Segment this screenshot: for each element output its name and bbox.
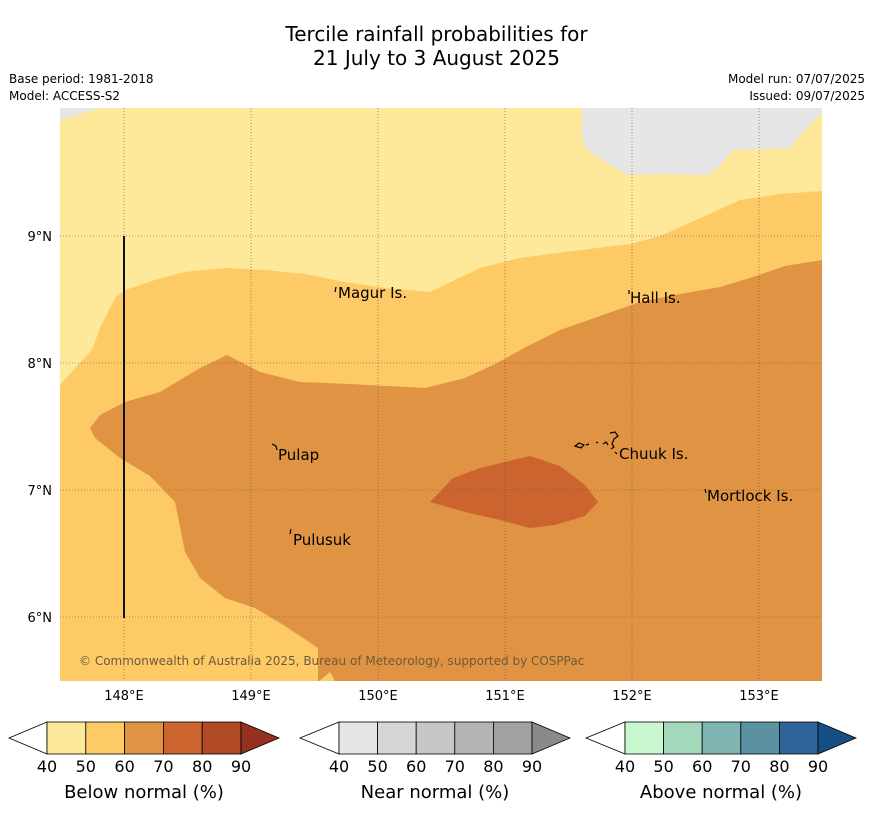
pulusuk-island-marker [289,528,292,535]
mortlock-island-marker [704,488,707,494]
colorbar-segment [740,721,780,755]
colorbar-tick-label: 80 [769,757,789,776]
longitude-tick-label: 153°E [739,689,779,704]
colorbar-tick-label: 90 [231,757,251,776]
colorbars: 40 50 60 70 80 90 Below normal (%) 40 50 60 70 80 90… [7,721,858,803]
colorbar-tick-label: 90 [808,757,828,776]
colorbar-tick-label: 40 [329,757,349,776]
longitude-tick-label: 148°E [104,689,144,704]
label-pulusuk: Pulusuk [293,531,351,549]
longitude-tick-label: 150°E [358,689,398,704]
colorbar-segment [663,721,703,755]
colorbar-tick-label: 50 [367,757,387,776]
colorbar-tick-label: 70 [153,757,173,776]
colorbar-high-extension [240,721,281,755]
colorbar-tick-label: 80 [483,757,503,776]
latitude-tick-label: 9°N [28,230,53,245]
longitude-tick-label: 149°E [231,689,271,704]
contour-70-80 [430,456,598,528]
colorbar: 40 50 60 70 80 90 Below normal (%) [7,721,281,803]
copyright-notice: © Commonwealth of Australia 2025, Bureau… [79,654,584,668]
chart-title: Tercile rainfall probabilities for 21 Ju… [0,22,873,70]
colorbar-segment [779,721,819,755]
issued-date: Issued: 09/07/2025 [749,89,865,103]
colorbar-title: Below normal (%) [64,782,224,803]
landmask-top-left [60,108,100,120]
colorbar-segment [46,721,87,755]
contour-60-70 [90,260,822,681]
colorbar-segment [338,721,378,755]
island-markers [271,286,707,535]
colorbar-segment [162,721,203,755]
colorbar-title: Above normal (%) [640,782,802,803]
latitude-tick-label: 7°N [28,484,53,499]
colorbar-tick-label: 60 [692,757,712,776]
chuuk-lagoon-outline [573,431,619,455]
model-run-date: Model run: 07/07/2025 [727,72,865,86]
colorbar-segment [85,721,126,755]
colorbar-tick-label: 40 [37,757,57,776]
colorbar-low-extension [584,721,626,755]
colorbar-segment [701,721,742,755]
title-line-1: Tercile rainfall probabilities for [285,22,588,46]
label-chuuk: Chuuk Is. [619,445,688,463]
label-pulap: Pulap [278,446,319,464]
colorbar-tick-label: 50 [76,757,96,776]
colorbar: 40 50 60 70 80 90 Above normal (%) [584,721,858,803]
meta-right: Model run: 07/07/2025 Issued: 09/07/2025 [728,71,865,105]
colorbar-high-extension [531,721,572,755]
pulap-island-marker [271,443,278,451]
colorbar-high-extension [817,721,858,755]
colorbar-low-extension [298,721,340,755]
colorbar-segment [201,721,242,755]
landmask-top-right [582,108,822,175]
colorbar-segment [492,721,533,755]
base-period: Base period: 1981-2018 [9,72,154,86]
colorbar-tick-label: 60 [114,757,134,776]
probability-map [60,108,822,681]
colorbar-segment [624,721,664,755]
magur-island-marker [334,286,337,293]
colorbar: 40 50 60 70 80 90 Near normal (%) [298,721,572,803]
colorbar-tick-label: 40 [615,757,635,776]
colorbar-tick-label: 90 [522,757,542,776]
colorbar-segment [124,721,164,755]
colorbar-tick-label: 80 [192,757,212,776]
colorbar-segment [454,721,494,755]
colorbar-title: Near normal (%) [361,782,510,803]
latitude-tick-labels: 9°N 8°N 7°N 6°N [28,230,53,626]
colorbar-tick-label: 50 [653,757,673,776]
latitude-tick-label: 8°N [28,357,53,372]
label-magur: Magur Is. [338,284,407,302]
meta-left: Base period: 1981-2018 Model: ACCESS-S2 [9,71,154,105]
colorbar-tick-label: 70 [445,757,465,776]
colorbar-segment [415,721,456,755]
place-labels: Magur Is. Hall Is. Pulap Chuuk Is. Mortl… [278,284,793,549]
title-line-2: 21 July to 3 August 2025 [313,46,560,70]
latitude-tick-label: 6°N [28,611,53,626]
label-hall: Hall Is. [630,289,681,307]
colorbar-tick-label: 70 [731,757,751,776]
colorbar-segment [377,721,417,755]
longitude-tick-label: 152°E [612,689,652,704]
colorbar-low-extension [7,721,48,755]
model-name: Model: ACCESS-S2 [9,89,121,103]
colorbar-tick-label: 60 [406,757,426,776]
longitude-tick-labels: 148°E 149°E 150°E 151°E 152°E 153°E [104,689,779,704]
longitude-tick-label: 151°E [485,689,525,704]
label-mortlock: Mortlock Is. [707,487,793,505]
